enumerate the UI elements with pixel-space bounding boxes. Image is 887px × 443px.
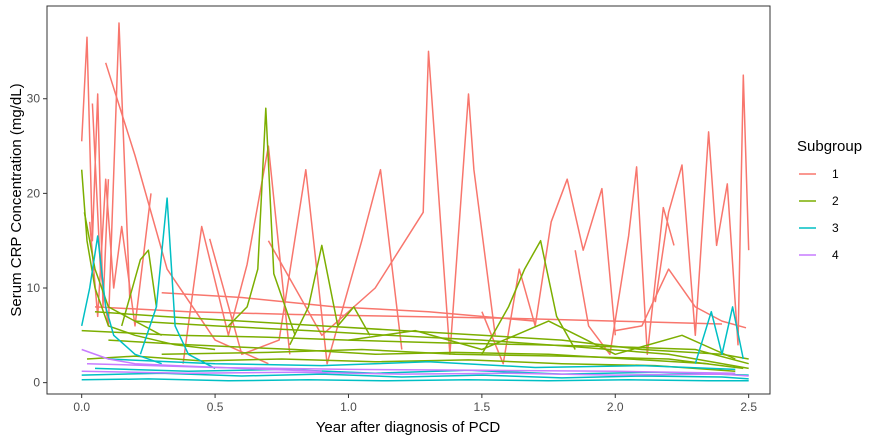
- x-axis-title: Year after diagnosis of PCD: [316, 419, 501, 436]
- y-tick-label: 20: [27, 186, 41, 200]
- y-tick-label: 0: [33, 376, 40, 390]
- y-tick-label: 10: [27, 281, 41, 295]
- y-axis-title: Serum CRP Concentration (mg/dL): [8, 83, 25, 316]
- x-tick-label: 0.0: [73, 400, 90, 414]
- legend-label-subgroup-2: 2: [832, 194, 839, 208]
- y-axis: 0 10 20 30: [27, 92, 47, 390]
- legend-label-subgroup-3: 3: [832, 221, 839, 235]
- x-axis: 0.0 0.5 1.0 1.5 2.0 2.5: [73, 394, 757, 414]
- x-tick-label: 1.5: [474, 400, 491, 414]
- y-tick-label: 30: [27, 92, 41, 106]
- x-tick-label: 1.0: [340, 400, 357, 414]
- legend-title: Subgroup: [797, 138, 862, 155]
- legend-label-subgroup-4: 4: [832, 248, 839, 262]
- legend: Subgroup 1 2 3 4: [797, 138, 862, 262]
- x-tick-label: 2.5: [740, 400, 757, 414]
- legend-label-subgroup-1: 1: [832, 167, 839, 181]
- x-tick-label: 0.5: [207, 400, 224, 414]
- x-tick-label: 2.0: [607, 400, 624, 414]
